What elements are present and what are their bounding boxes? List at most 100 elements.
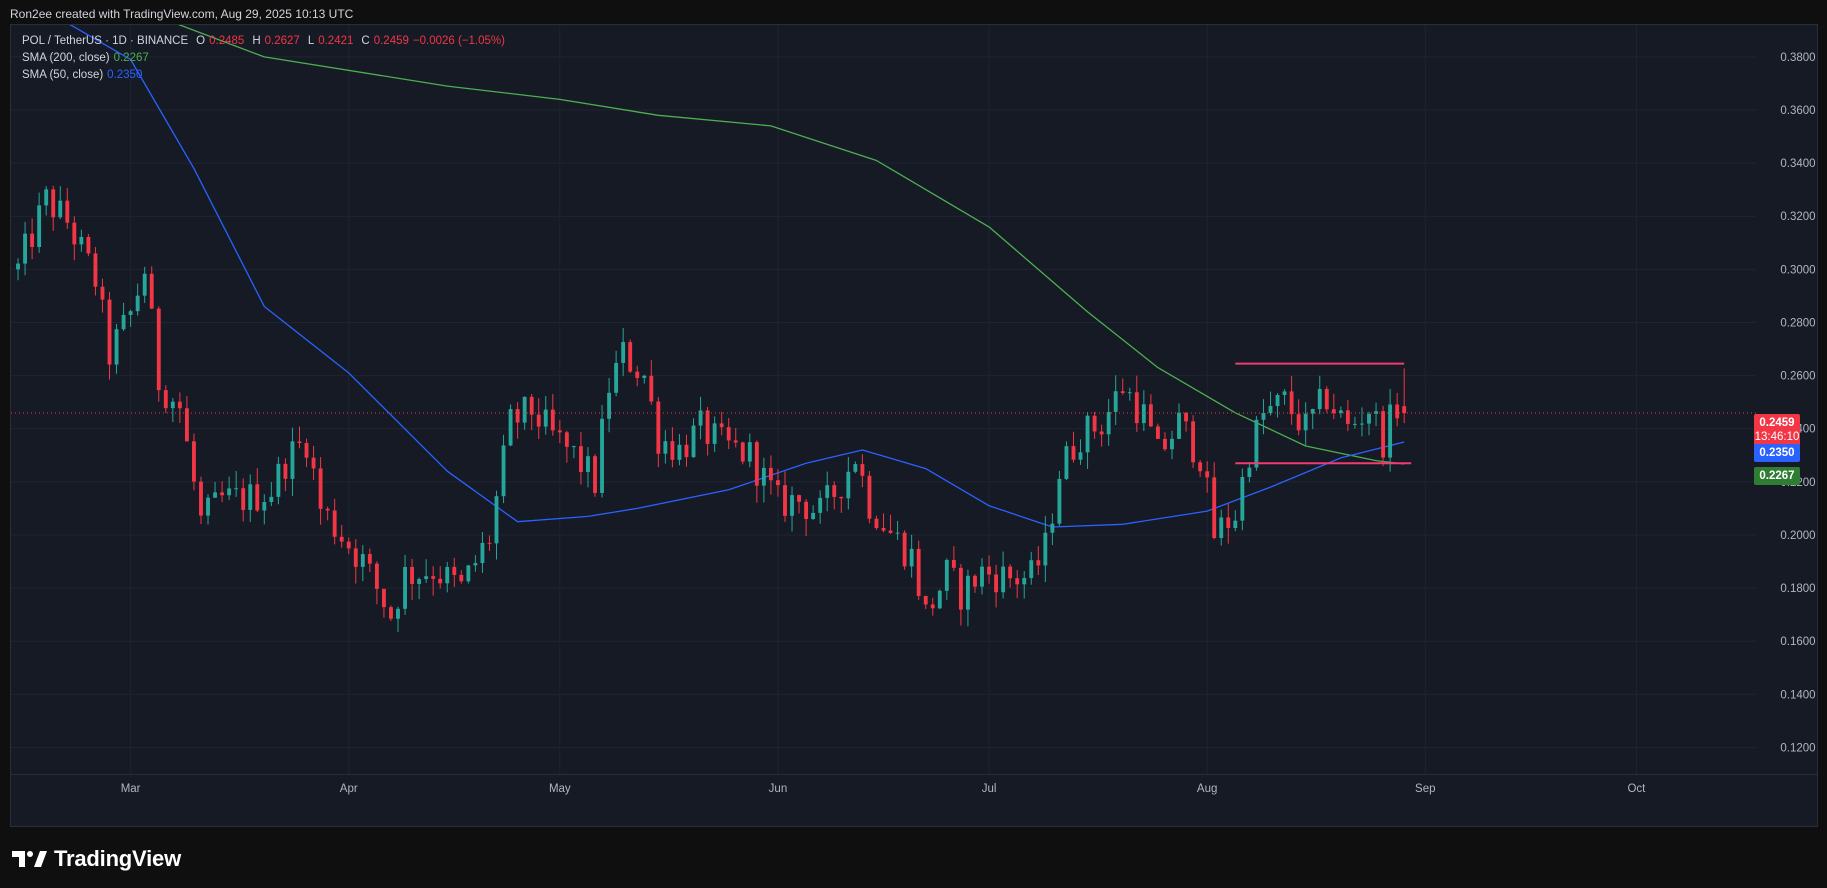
candle-body — [1212, 477, 1217, 538]
candle-body — [1085, 415, 1090, 453]
candle-body — [255, 484, 260, 511]
candle-body — [269, 496, 274, 503]
candle-body — [1233, 520, 1238, 528]
candle-body — [698, 410, 703, 426]
candle-body — [487, 542, 492, 544]
candles — [16, 185, 1407, 633]
time-axis-label: Jul — [982, 783, 997, 795]
chart-panel[interactable]: 0.3800 0.3600 0.3400 0.3200 0.3000 0.2800 0.26… — [10, 24, 1818, 827]
candle-body — [635, 371, 640, 379]
tradingview-logo[interactable]: TradingView — [12, 846, 181, 872]
candle-body — [227, 488, 232, 496]
candle-body — [522, 396, 527, 423]
candle-body — [937, 590, 942, 609]
candle-body — [663, 441, 668, 454]
candle-body — [107, 299, 112, 365]
sma50-row[interactable]: SMA (50, close) 0.2350 — [22, 67, 505, 84]
tradingview-logo-icon — [12, 851, 47, 867]
candle-body — [1402, 406, 1407, 414]
candle-body — [825, 485, 830, 498]
sma200-badge: 0.2267 — [1754, 467, 1800, 485]
candle-body — [1226, 517, 1231, 528]
candle-body — [980, 566, 984, 587]
candle-body — [23, 233, 28, 264]
candle-body — [438, 578, 443, 584]
candle-body — [966, 575, 970, 610]
candle-body — [1247, 467, 1252, 477]
candle-body — [381, 588, 386, 608]
sma200-row[interactable]: SMA (200, close) 0.2267 — [22, 50, 505, 67]
candle-body — [529, 396, 534, 415]
candle-body — [973, 575, 977, 587]
price-axis-label: 0.2000 — [1780, 530, 1815, 542]
candle-body — [1331, 409, 1336, 414]
candle-body — [114, 329, 119, 365]
candle-body — [142, 273, 147, 296]
time-axis-label: May — [549, 783, 571, 795]
candle-body — [325, 508, 330, 511]
candle-body — [339, 536, 344, 542]
candle-body — [951, 559, 956, 568]
candle-body — [1177, 412, 1181, 439]
candle-body — [445, 566, 450, 584]
candle-body — [761, 467, 766, 486]
candle-body — [691, 425, 696, 458]
candle-body — [1240, 476, 1245, 521]
candle-body — [684, 444, 689, 458]
sma50-badge: 0.2350 — [1754, 444, 1800, 462]
last-price-badge: 0.2459 13:46:10 — [1754, 414, 1800, 446]
sma-200-line — [178, 25, 1405, 465]
candle-body — [199, 481, 203, 516]
candle-body — [740, 442, 745, 462]
candle-body — [44, 189, 49, 206]
price-axis-label: 0.1200 — [1780, 742, 1815, 754]
candle-body — [1282, 391, 1287, 395]
candle-body — [550, 409, 555, 431]
candle-body — [1367, 413, 1371, 424]
ohlc-open-value: 0.2485 — [209, 35, 245, 47]
sma50-value: 0.2350 — [107, 69, 143, 81]
candle-body — [958, 567, 963, 610]
candle-body — [888, 530, 893, 533]
candle-body — [1374, 411, 1378, 414]
candle-body — [1360, 423, 1364, 425]
time-axis-label: Apr — [340, 783, 358, 795]
candle-body — [747, 442, 752, 462]
candle-body — [1191, 421, 1196, 463]
bar-countdown: 13:46:10 — [1754, 431, 1800, 443]
candle-body — [1170, 438, 1174, 450]
candle-body — [705, 410, 710, 444]
time-axis-label: Sep — [1415, 783, 1435, 795]
candle-body — [1155, 426, 1160, 439]
candle-body — [860, 464, 865, 476]
ohlc-open-key: O — [196, 35, 206, 47]
price-axis-label: 0.3200 — [1780, 211, 1815, 223]
candle-body — [297, 441, 302, 444]
sma-200-path — [178, 25, 1405, 465]
candle-body — [1008, 566, 1013, 579]
candle-body — [431, 576, 436, 579]
price-chart[interactable]: 0.3800 0.3600 0.3400 0.3200 0.3000 0.2800 0.26… — [11, 25, 1817, 826]
candle-body — [818, 497, 823, 513]
candle-body — [1022, 578, 1027, 585]
candle-body — [1127, 392, 1132, 394]
candle-body — [177, 401, 182, 409]
symbol-label[interactable]: POL / TetherUS · 1D · BINANCE — [22, 35, 189, 47]
candle-body — [410, 566, 415, 584]
candle-body — [1261, 412, 1266, 420]
candle-body — [1324, 388, 1329, 410]
candle-body — [135, 295, 140, 312]
candle-body — [417, 579, 422, 584]
candle-body — [72, 222, 77, 245]
candle-body — [1310, 409, 1315, 414]
sma-50-path — [69, 25, 1405, 528]
price-axis-label: 0.2800 — [1780, 317, 1815, 329]
candle-body — [1057, 478, 1062, 524]
candle-body — [213, 492, 217, 498]
candle-body — [163, 390, 168, 409]
candle-body — [600, 418, 604, 493]
candle-body — [1275, 394, 1280, 407]
candle-body — [1120, 391, 1125, 394]
candle-body — [515, 409, 520, 423]
candle-body — [754, 442, 759, 486]
